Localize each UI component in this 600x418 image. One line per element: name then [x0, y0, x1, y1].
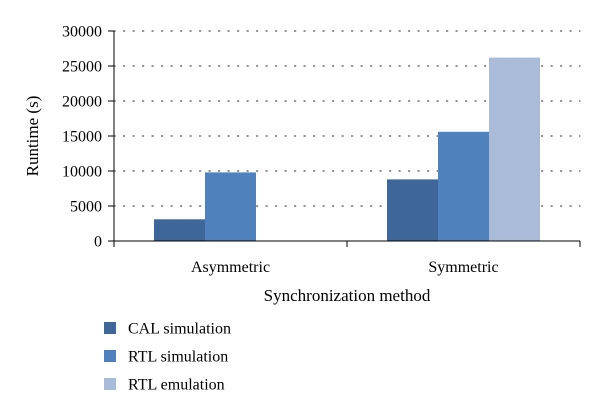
legend-swatch [104, 378, 116, 390]
bars [154, 57, 540, 241]
grid-lines [113, 30, 581, 207]
y-tick-label: 25000 [62, 59, 102, 76]
y-axis-title: Runtime (s) [23, 96, 42, 177]
bar-rtl-simulation-asymmetric [205, 172, 256, 241]
y-ticks: 0 5000 10000 15000 20000 25000 30000 [62, 24, 114, 251]
legend-swatch [104, 322, 116, 334]
y-tick-label: 0 [94, 234, 102, 251]
bar-rtl-simulation-symmetric [438, 131, 489, 241]
bar-cal-simulation-symmetric [387, 179, 438, 241]
x-ticks: Asymmetric Symmetric [113, 241, 581, 276]
bar-rtl-emulation-symmetric [489, 57, 540, 241]
legend-label: RTL simulation [128, 349, 228, 366]
y-tick-label: 15000 [62, 129, 102, 146]
legend-swatch [104, 350, 116, 362]
x-tick-label: Symmetric [428, 259, 498, 276]
x-tick-label: Asymmetric [191, 259, 270, 276]
legend-label: RTL emulation [128, 377, 225, 394]
legend-label: CAL simulation [128, 321, 231, 338]
y-tick-label: 30000 [62, 24, 102, 41]
legend: CAL simulation RTL simulation RTL emulatio… [104, 321, 231, 394]
x-axis-title: Synchronization method [264, 286, 431, 305]
bar-cal-simulation-asymmetric [154, 219, 205, 241]
y-tick-label: 5000 [70, 199, 102, 216]
y-tick-label: 20000 [62, 94, 102, 111]
y-tick-label: 10000 [62, 164, 102, 181]
